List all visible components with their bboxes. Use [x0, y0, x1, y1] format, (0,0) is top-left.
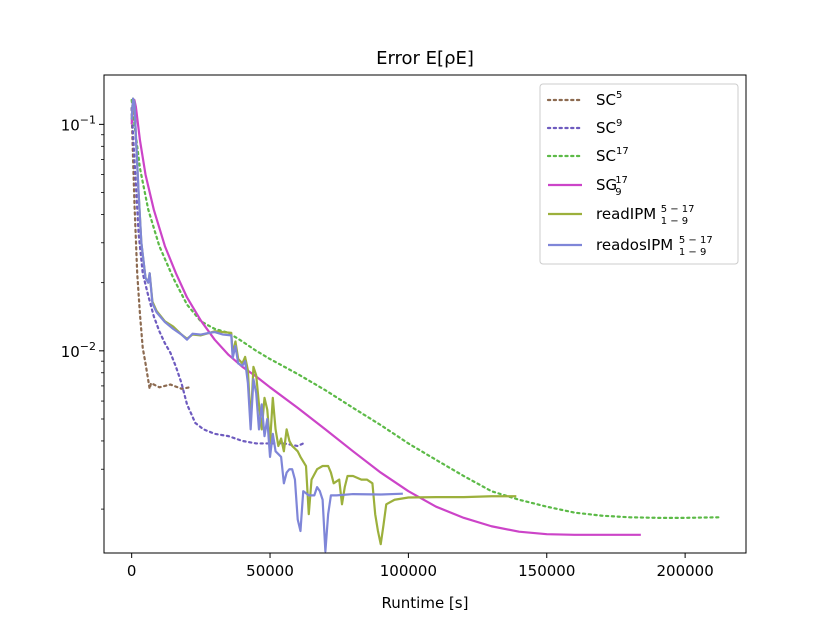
x-axis-label: Runtime [s] [382, 594, 469, 612]
series-line-sc-1 [130, 106, 305, 448]
x-tick-label: 150000 [518, 562, 575, 580]
legend-label: readosIPM 5 − 17 1 − 9 [596, 235, 713, 258]
x-tick-label: 200000 [656, 562, 713, 580]
legend-label: SG17 9 [596, 175, 628, 198]
series-line-readipm-4 [130, 97, 517, 546]
series-line-sc-2 [130, 98, 720, 519]
legend-label: SC17 [596, 146, 629, 165]
series-line-readosipm-5 [130, 97, 403, 553]
x-tick-label: 50000 [246, 562, 294, 580]
legend: SC5 SC9 SC17 SG17 9 readIPM 5 − 17 1 − 9 readosI… [539, 83, 739, 265]
y-tick-label: 10−2 [61, 340, 96, 361]
plot-area: 0 50000 100000 150000 20000010−110−2SC5SC9SC… [61, 74, 747, 580]
series-group [130, 97, 720, 553]
legend-label: readIPM 5 − 17 1 − 9 [596, 204, 695, 227]
legend-label: SC9 [596, 118, 622, 137]
chart-title: Error E[ρE] [376, 48, 474, 69]
legend-label: SC5 [596, 90, 622, 109]
y-tick-label: 10−1 [61, 113, 96, 134]
x-tick-label: 100000 [380, 562, 437, 580]
axes-frame [103, 74, 747, 554]
x-tick-label: 0 [127, 562, 137, 580]
series-line-sc-0 [130, 106, 191, 390]
legend-box [539, 83, 739, 265]
